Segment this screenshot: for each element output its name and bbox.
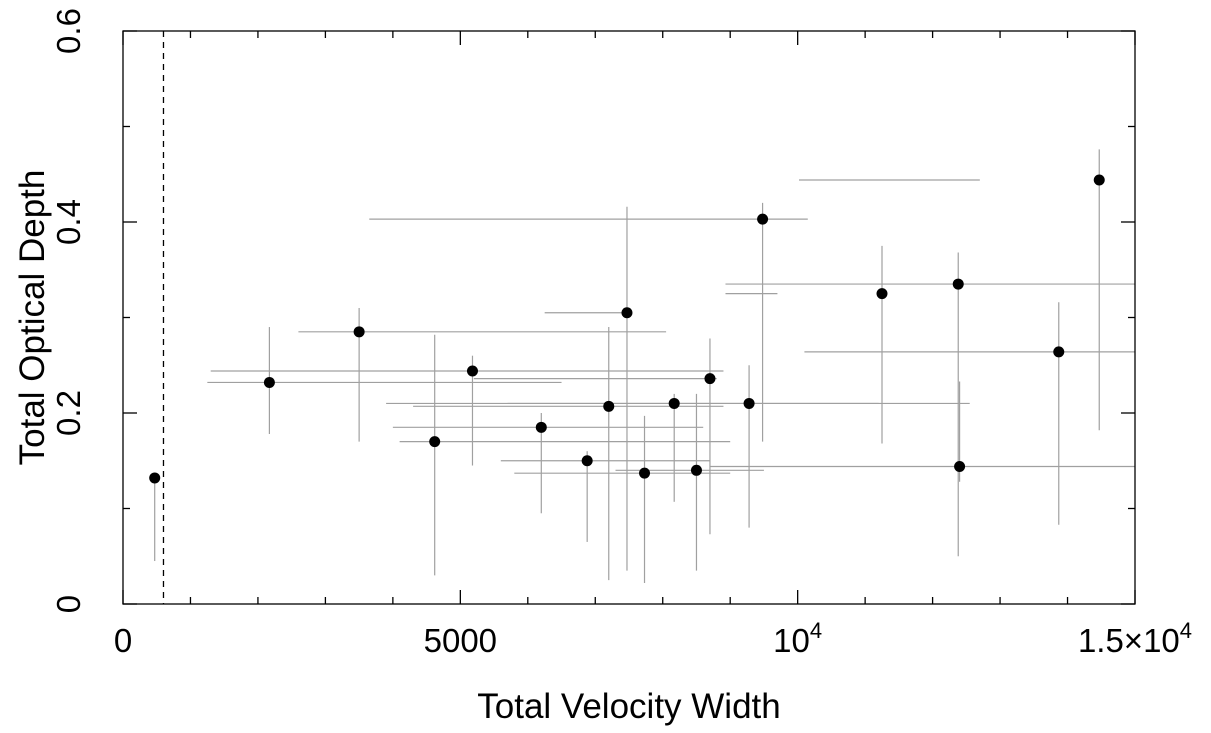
x-tick-label: 0 [114,622,132,659]
x-axis-label: Total Velocity Width [477,687,780,726]
data-point [757,213,769,225]
y-tick-label: 0.2 [50,390,87,436]
data-point [353,326,365,338]
y-tick-label: 0 [50,595,87,613]
x-tick-label: 5000 [424,622,497,659]
data-point [639,467,651,479]
data-point [704,373,716,385]
data-point [603,400,615,412]
data-point [954,460,966,472]
axis-ticks [122,30,1136,605]
data-point [535,421,547,433]
data-point [581,455,593,467]
data-point [952,278,964,290]
data-point [668,397,680,409]
data-point [876,288,888,300]
data-point [1093,174,1105,186]
data-point [743,397,755,409]
y-tick-label: 0.6 [50,8,87,54]
data-point [149,472,161,484]
y-tick-label: 0.4 [50,199,87,245]
x-tick-label: 104 [773,618,822,659]
error-bars [154,149,1135,583]
data-point [429,436,441,448]
x-tick-label: 1.5×104 [1078,618,1192,659]
tick-labels: 0 5000 104 1.5×104 0 0.2 0.4 0.6 [50,8,1192,659]
y-axis-label: Total Optical Depth [13,170,52,466]
data-point [466,365,478,377]
data-point [263,376,275,388]
data-point [621,307,633,319]
data-point [1053,346,1065,358]
data-point [690,464,702,476]
data-points [149,174,1105,484]
